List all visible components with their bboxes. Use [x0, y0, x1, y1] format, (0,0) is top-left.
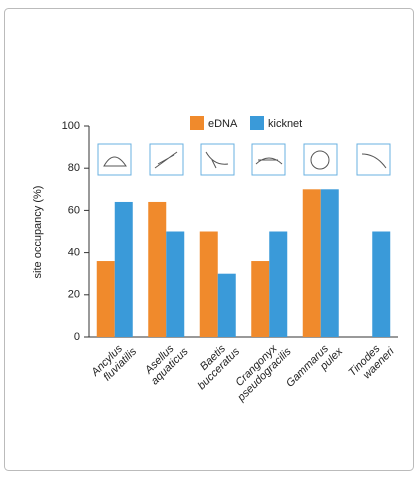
x-tick-label: Asellus aquaticus [138, 337, 191, 390]
bar [148, 201, 167, 337]
bar [114, 201, 133, 337]
y-tick-label: 80 [68, 162, 80, 174]
x-tick-label: Ancylus fluviatilis [88, 337, 139, 388]
bar [269, 231, 288, 337]
y-axis-label: site occupancy (%) [32, 186, 44, 279]
frame [4, 8, 414, 471]
x-tick-label: Tinodes waeneri [346, 337, 397, 388]
y-tick-label: 40 [68, 247, 80, 259]
legend-swatch [250, 116, 264, 130]
bar [217, 273, 236, 337]
icons [97, 143, 391, 176]
y-tick-label: 60 [68, 204, 80, 216]
bar [372, 231, 391, 337]
bar [302, 189, 321, 337]
x-tick-label: Baetis bucceratus [185, 337, 243, 395]
legend-label: eDNA [208, 118, 238, 130]
bar [199, 231, 218, 337]
bar [251, 261, 270, 337]
bar [96, 261, 115, 337]
bar [166, 231, 185, 337]
y-tick-label: 20 [68, 289, 80, 301]
legend-swatch [190, 116, 204, 130]
y-tick-label: 100 [62, 120, 80, 132]
bar [320, 189, 339, 337]
y-tick-label: 0 [74, 331, 80, 343]
x-tick-label: Gammarus pulex [284, 337, 345, 398]
legend-label: kicknet [268, 118, 302, 130]
